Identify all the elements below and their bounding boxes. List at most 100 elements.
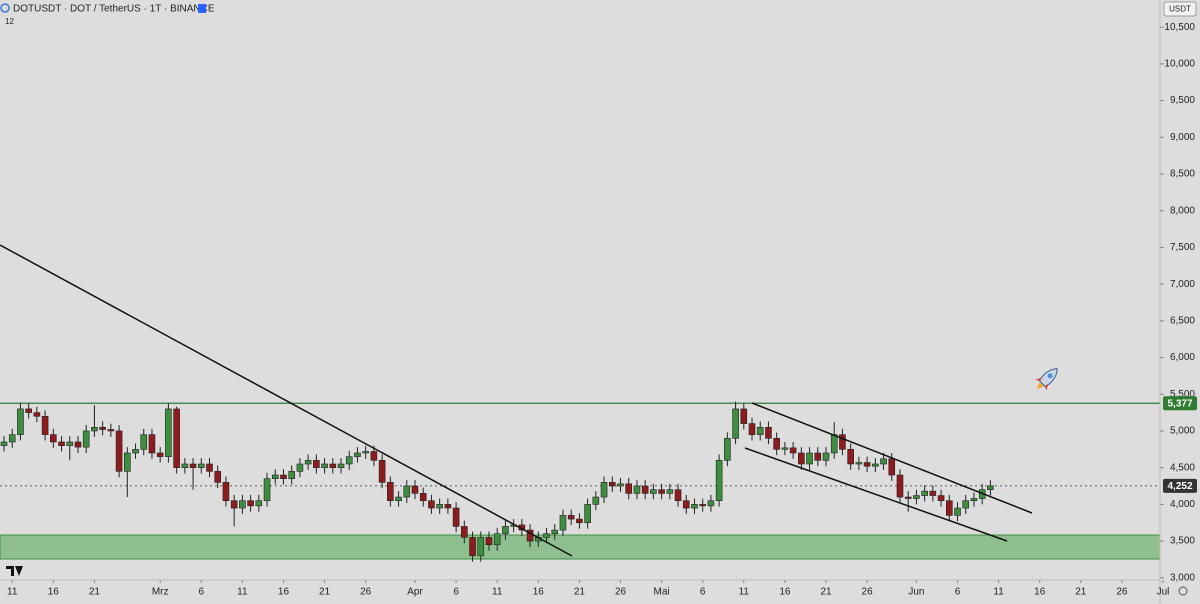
y-tick-label: 9,000 [1170, 132, 1195, 143]
candle-body [789, 447, 797, 454]
candle-body [419, 493, 427, 502]
x-tick-label: 11 [237, 587, 248, 598]
candle-body [0, 441, 8, 446]
candle-body [929, 490, 937, 496]
candle-body [691, 504, 698, 509]
candle-body [921, 490, 928, 496]
candle-body [880, 458, 887, 465]
candle-body [806, 452, 813, 465]
price-axis [1160, 0, 1200, 604]
candle-body [608, 482, 616, 487]
symbol-icon [0, 3, 10, 13]
x-tick-label: Mai [654, 587, 670, 598]
y-tick-label: 4,500 [1170, 462, 1195, 473]
candle-body [954, 507, 961, 516]
candle-body [625, 483, 633, 494]
candle-body [798, 452, 805, 465]
candle-body [197, 463, 205, 468]
candle-body [904, 496, 912, 499]
y-tick-label: 6,500 [1170, 315, 1195, 326]
candle-body [395, 496, 402, 502]
candle-body [699, 504, 707, 507]
candle-body [872, 463, 879, 467]
candle-body [255, 500, 263, 507]
candle-body [66, 441, 74, 446]
y-tick-label: 8,500 [1170, 169, 1195, 180]
candle-body [863, 462, 871, 467]
candle-body [214, 471, 222, 483]
candle-body [115, 430, 123, 472]
y-tick-label: 5,500 [1170, 389, 1195, 400]
x-tick-label: 26 [862, 587, 874, 598]
candle-body [633, 485, 641, 494]
x-tick-label: 21 [820, 587, 832, 598]
candle-body [25, 408, 32, 413]
candle-body [444, 504, 452, 509]
y-tick-label: 8,000 [1170, 205, 1195, 216]
x-tick-label: 11 [739, 587, 750, 598]
price-tag [1163, 478, 1197, 493]
candle-body [756, 426, 764, 435]
candle-body [839, 434, 846, 450]
candle-body [493, 533, 501, 546]
candle-body [822, 452, 830, 461]
indicator-label: 12 [5, 17, 14, 26]
x-tick-label: 26 [615, 587, 627, 598]
candle-body [559, 515, 567, 531]
x-tick-label: 6 [700, 587, 706, 598]
candle-body [707, 500, 715, 507]
candle-body [148, 434, 156, 454]
candle-body [724, 438, 731, 461]
candle-body [329, 463, 337, 468]
candle-body [337, 463, 345, 468]
support-zone [0, 534, 1161, 560]
y-tick-label: 5,000 [1170, 426, 1195, 437]
candle-body [107, 429, 115, 432]
candle-body [773, 438, 780, 450]
x-tick-label: Jun [908, 587, 924, 598]
x-tick-label: 21 [1075, 587, 1087, 598]
x-tick-label: 11 [492, 587, 503, 598]
x-tick-label: 6 [198, 587, 204, 598]
x-tick-label: 16 [533, 587, 545, 598]
candle-body [354, 452, 361, 457]
x-tick-label: 21 [89, 587, 101, 598]
candle-body [962, 500, 970, 509]
candle-body [271, 474, 279, 479]
candle-body [461, 526, 468, 538]
candle-body [222, 482, 230, 502]
candle-body [945, 500, 953, 516]
candle-body [830, 434, 838, 454]
candle-body [362, 451, 369, 454]
candle-body [370, 451, 378, 461]
candle-body [403, 485, 411, 498]
y-tick-label: 4,000 [1170, 499, 1195, 510]
x-tick-label: 16 [48, 587, 60, 598]
candle-body [715, 460, 723, 502]
trendline [0, 244, 573, 557]
candle-body [33, 412, 41, 417]
candle-body [74, 441, 82, 448]
candle-body [387, 482, 394, 502]
channel-lower [744, 447, 1008, 542]
candle-body [765, 426, 772, 439]
x-tick-label: 21 [319, 587, 331, 598]
candle-body [748, 423, 756, 435]
candle-body [641, 485, 649, 494]
candle-body [50, 434, 57, 443]
x-tick-label: 26 [360, 587, 372, 598]
candle-body [247, 500, 254, 507]
plot [0, 401, 1160, 562]
candle-body [288, 471, 296, 479]
rocket-icon [1035, 368, 1058, 391]
candle-body [41, 415, 49, 435]
settings-icon [1178, 586, 1188, 596]
candle-body [321, 463, 328, 468]
x-tick-label: 11 [7, 587, 18, 598]
candle-body [847, 449, 854, 465]
candle-body [411, 485, 419, 494]
candle-body [970, 498, 978, 502]
candle-body [600, 482, 608, 498]
y-tick-label: 3,500 [1170, 536, 1195, 547]
